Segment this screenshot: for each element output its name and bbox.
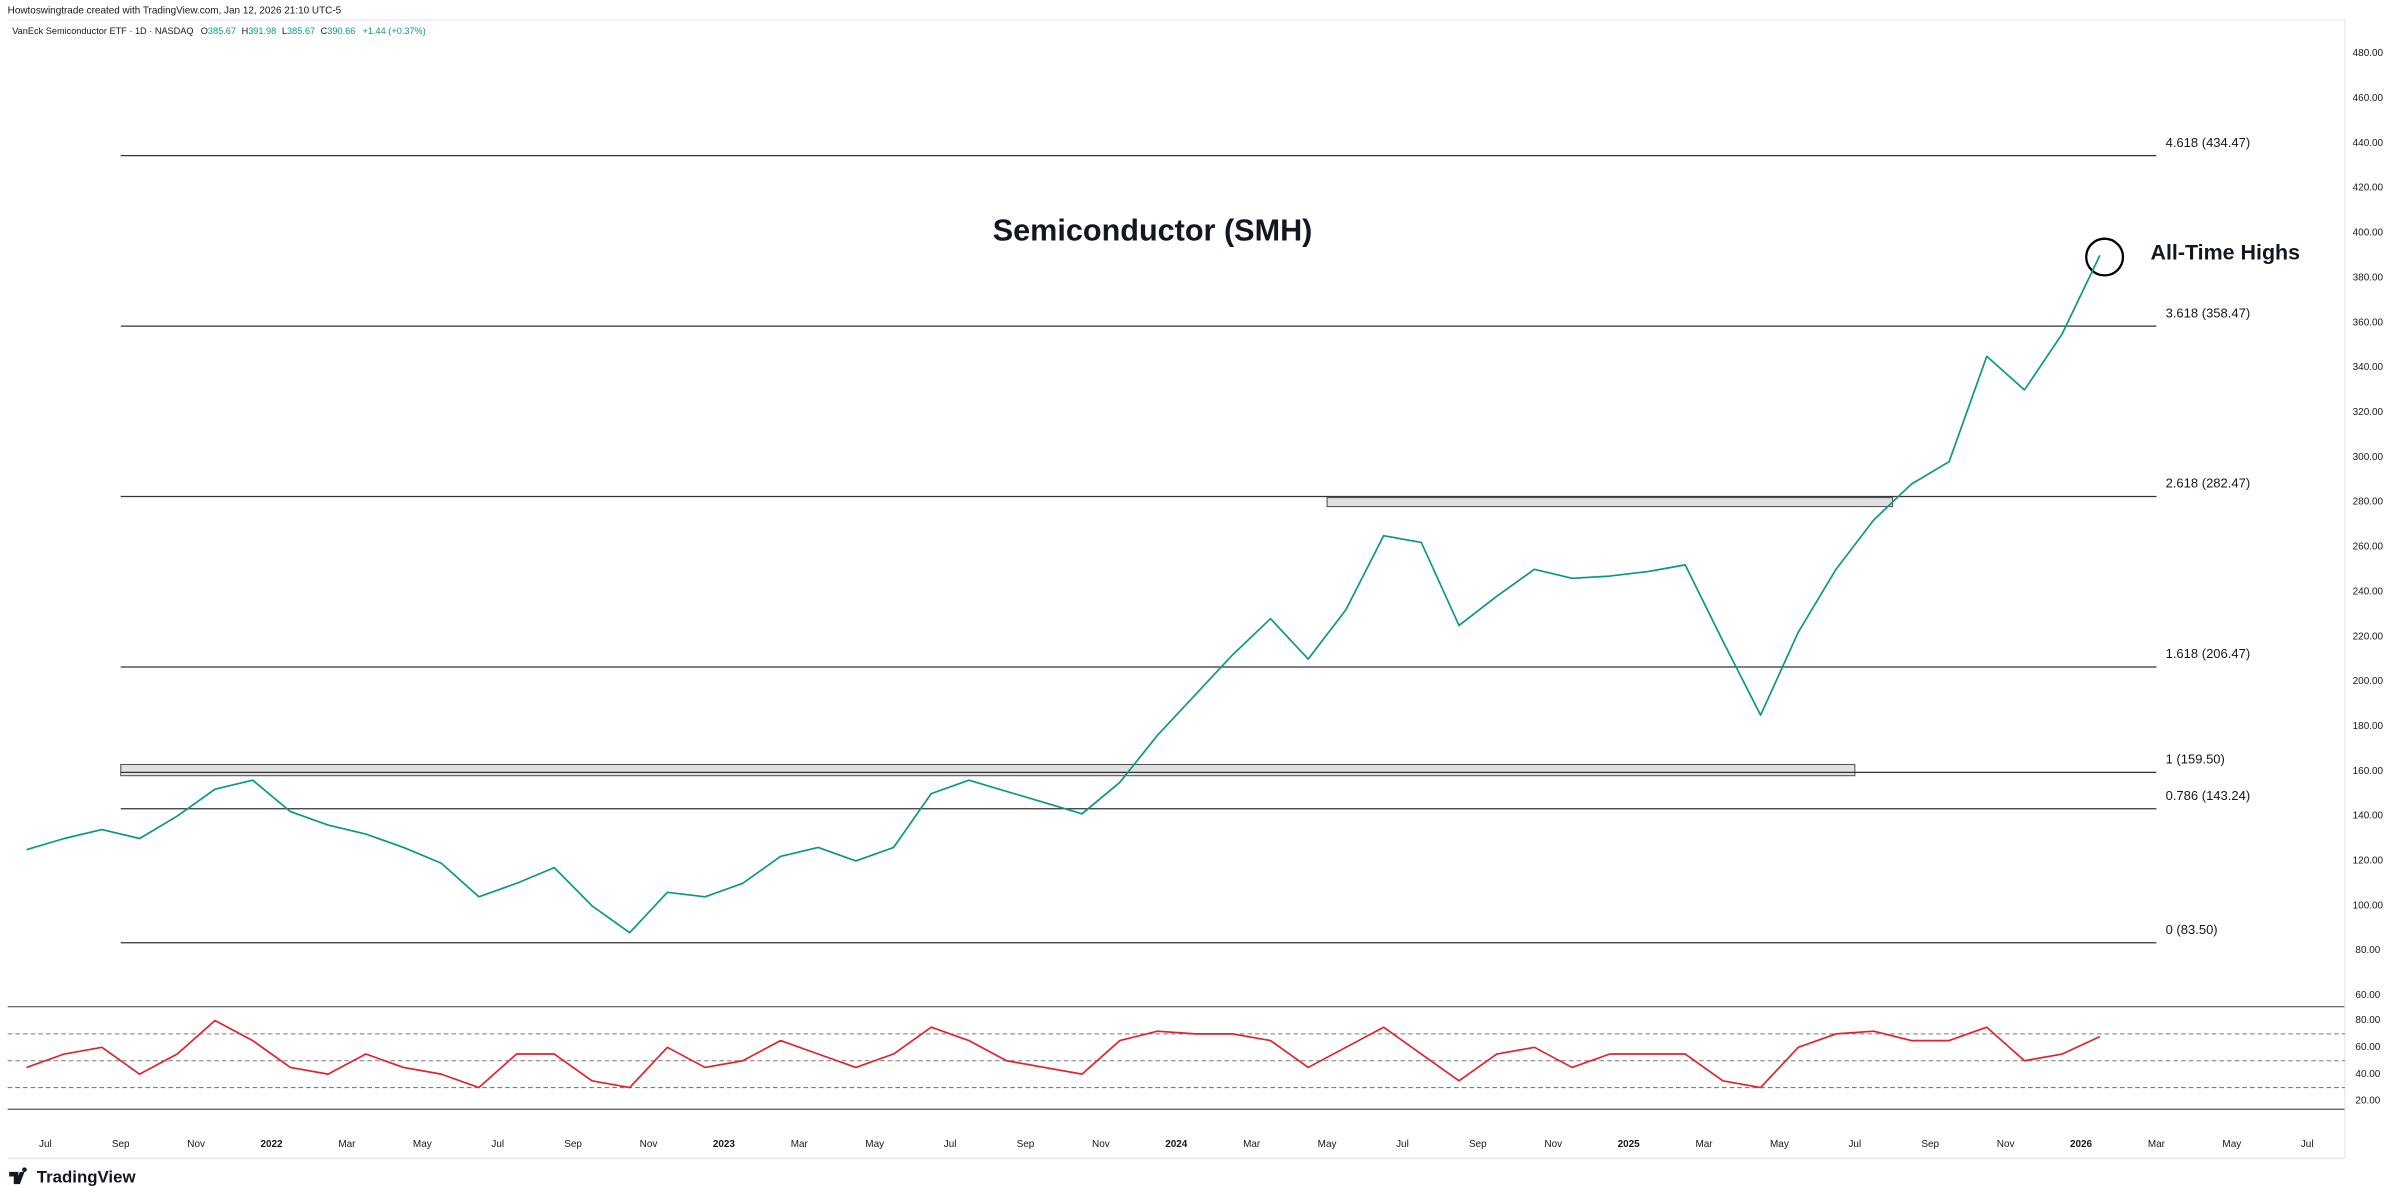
y-tick-label: 440.00 — [2353, 138, 2384, 149]
y-tick-label: 40.00 — [2355, 1069, 2380, 1080]
y-tick-label: 80.00 — [2355, 1015, 2380, 1026]
x-tick-label: Sep — [1921, 1139, 1939, 1150]
y-tick-label: 160.00 — [2353, 766, 2384, 777]
ohlc-value: 385.67 — [287, 27, 315, 37]
ohlc-label: L — [282, 27, 287, 37]
zone — [1326, 497, 1894, 508]
x-tick-label: 2022 — [260, 1139, 283, 1150]
y-tick-label: 100.00 — [2353, 900, 2384, 911]
fib-label: 0 (83.50) — [2166, 922, 2218, 937]
fib-label: 1.618 (206.47) — [2166, 646, 2251, 661]
fib-label: 3.618 (358.47) — [2166, 305, 2251, 320]
highlight-circle — [2085, 237, 2125, 277]
x-tick-label: Jul — [2301, 1139, 2314, 1150]
x-tick-label: Sep — [1469, 1139, 1487, 1150]
y-tick-label: 460.00 — [2353, 93, 2384, 104]
y-tick-label: 260.00 — [2353, 542, 2384, 553]
y-tick-label: 80.00 — [2355, 945, 2380, 956]
y-tick-label: 380.00 — [2353, 272, 2384, 283]
y-tick-label: 340.00 — [2353, 362, 2384, 373]
ohlc-label: H — [242, 27, 249, 37]
x-tick-label: Mar — [338, 1139, 356, 1150]
x-tick-label: Nov — [1544, 1139, 1562, 1150]
y-tick-label: 220.00 — [2353, 631, 2384, 642]
y-tick-label: 480.00 — [2353, 48, 2384, 59]
ohlc-label: O — [201, 27, 208, 37]
x-tick-label: Jul — [1848, 1139, 1861, 1150]
change: +1.44 (+0.37%) — [363, 27, 426, 37]
y-tick-label: 120.00 — [2353, 856, 2384, 867]
fib-label: 0.786 (143.24) — [2166, 788, 2251, 803]
y-tick-label: 140.00 — [2353, 811, 2384, 822]
logo-icon — [9, 1167, 27, 1185]
y-tick-label: 420.00 — [2353, 183, 2384, 194]
y-tick-label: 60.00 — [2355, 1042, 2380, 1053]
y-tick-label: 360.00 — [2353, 317, 2384, 328]
ohlc-label: C — [321, 27, 328, 37]
x-tick-label: Jul — [944, 1139, 957, 1150]
y-tick-label: 200.00 — [2353, 676, 2384, 687]
x-tick-label: Mar — [1243, 1139, 1261, 1150]
y-tick-label: 240.00 — [2353, 586, 2384, 597]
x-tick-label: Sep — [564, 1139, 582, 1150]
x-tick-label: Mar — [791, 1139, 809, 1150]
fib-label: 2.618 (282.47) — [2166, 476, 2251, 491]
x-tick-label: May — [413, 1139, 432, 1150]
y-tick-label: 280.00 — [2353, 497, 2384, 508]
fib-label: 1 (159.50) — [2166, 752, 2225, 767]
x-tick-label: Nov — [1997, 1139, 2015, 1150]
y-tick-label: 60.00 — [2355, 990, 2380, 1001]
chart-title: Semiconductor (SMH) — [993, 214, 1313, 248]
y-tick-label: 320.00 — [2353, 407, 2384, 418]
y-tick-label: 20.00 — [2355, 1096, 2380, 1107]
series-name: VanEck Semiconductor ETF · 1D · NASDAQ — [12, 27, 193, 37]
ohlc-value: 385.67 — [208, 27, 236, 37]
x-tick-label: 2023 — [713, 1139, 736, 1150]
x-tick-label: Jul — [39, 1139, 52, 1150]
ohlc-value: 390.66 — [327, 27, 355, 37]
y-tick-label: 300.00 — [2353, 452, 2384, 463]
y-tick-label: 400.00 — [2353, 228, 2384, 239]
x-tick-label: Jul — [1396, 1139, 1409, 1150]
fib-label: 4.618 (434.47) — [2166, 135, 2251, 150]
credit: Howtoswingtrade created with TradingView… — [8, 5, 342, 16]
x-tick-label: Mar — [1695, 1139, 1713, 1150]
branding: TradingView — [37, 1168, 137, 1187]
annotation: All-Time Highs — [2151, 241, 2301, 265]
x-tick-label: 2025 — [1618, 1139, 1641, 1150]
ohlc-value: 391.98 — [248, 27, 276, 37]
x-tick-label: 2026 — [2070, 1139, 2093, 1150]
y-tick-label: 180.00 — [2353, 721, 2384, 732]
series-line — [26, 255, 2101, 934]
x-tick-label: May — [2222, 1139, 2241, 1150]
x-tick-label: May — [865, 1139, 884, 1150]
x-tick-label: Nov — [1092, 1139, 1110, 1150]
x-tick-label: Sep — [1017, 1139, 1035, 1150]
legend: VanEck Semiconductor ETF · 1D · NASDAQ O… — [12, 27, 426, 37]
x-tick-label: Jul — [491, 1139, 504, 1150]
x-tick-label: Nov — [187, 1139, 205, 1150]
x-tick-label: May — [1770, 1139, 1789, 1150]
x-tick-label: May — [1318, 1139, 1337, 1150]
x-tick-label: Mar — [2148, 1139, 2166, 1150]
series-line — [26, 1019, 2101, 1089]
x-tick-label: Nov — [640, 1139, 658, 1150]
zone — [120, 763, 1856, 777]
x-tick-label: Sep — [112, 1139, 130, 1150]
x-tick-label: 2024 — [1165, 1139, 1188, 1150]
logo: TradingView — [9, 1167, 137, 1187]
